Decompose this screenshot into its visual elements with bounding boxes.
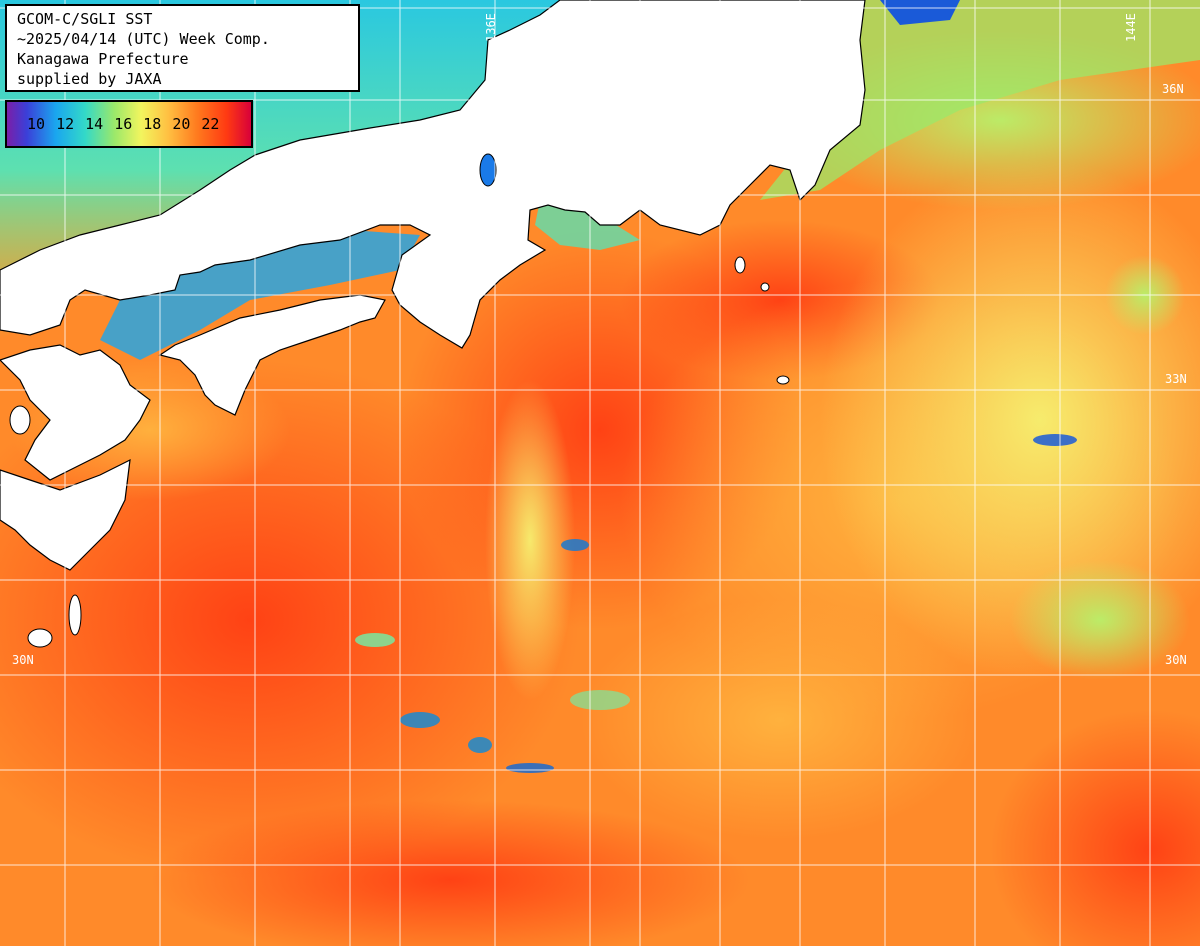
color-scale-legend: 10 12 14 16 18 20 22 xyxy=(5,100,253,148)
lat-label-33n: 33N xyxy=(1165,372,1187,386)
legend-tick: 22 xyxy=(201,115,220,133)
island xyxy=(479,153,497,187)
island xyxy=(9,405,31,435)
lat-label-30n-right: 30N xyxy=(1165,653,1187,667)
cold-patch xyxy=(506,763,554,773)
cold-patch xyxy=(1033,434,1077,446)
legend-tick: 20 xyxy=(172,115,191,133)
cold-patch xyxy=(561,539,589,551)
lon-label-144e: 144E xyxy=(1124,13,1138,42)
mild-region xyxy=(820,160,1200,680)
legend-tick: 10 xyxy=(27,115,46,133)
lat-label-36n: 36N xyxy=(1162,82,1184,96)
lat-label-30n-left: 30N xyxy=(12,653,34,667)
land-shikoku xyxy=(158,294,386,416)
island xyxy=(27,628,53,648)
legend-tick: 16 xyxy=(114,115,133,133)
map-title-box: GCOM-C/SGLI SST ~2025/04/14 (UTC) Week C… xyxy=(5,4,360,92)
title-line-product: GCOM-C/SGLI SST xyxy=(17,10,153,28)
warm-region xyxy=(150,800,750,946)
cold-region-tokyo-bay xyxy=(535,200,640,250)
mild-region xyxy=(1010,560,1190,680)
cold-patch xyxy=(355,633,395,647)
island xyxy=(760,282,770,292)
island xyxy=(734,256,746,274)
legend-tick: 18 xyxy=(143,115,162,133)
cold-patch xyxy=(468,737,492,753)
island xyxy=(776,375,790,385)
title-line-credit: supplied by JAXA xyxy=(17,70,162,88)
title-line-region: Kanagawa Prefecture xyxy=(17,50,189,68)
land-honshu xyxy=(0,0,866,349)
legend-tick: 14 xyxy=(85,115,104,133)
warm-region xyxy=(990,710,1200,946)
title-line-date: ~2025/04/14 (UTC) Week Comp. xyxy=(17,30,270,48)
legend-tick: 12 xyxy=(56,115,75,133)
mild-region xyxy=(580,600,980,840)
cold-patch xyxy=(570,690,630,710)
cold-patch xyxy=(880,0,960,25)
cold-patch xyxy=(400,712,440,728)
mild-region xyxy=(485,380,575,700)
island xyxy=(68,594,82,636)
lon-label-136e: 136E xyxy=(484,13,498,42)
land-kyushu xyxy=(0,344,151,481)
